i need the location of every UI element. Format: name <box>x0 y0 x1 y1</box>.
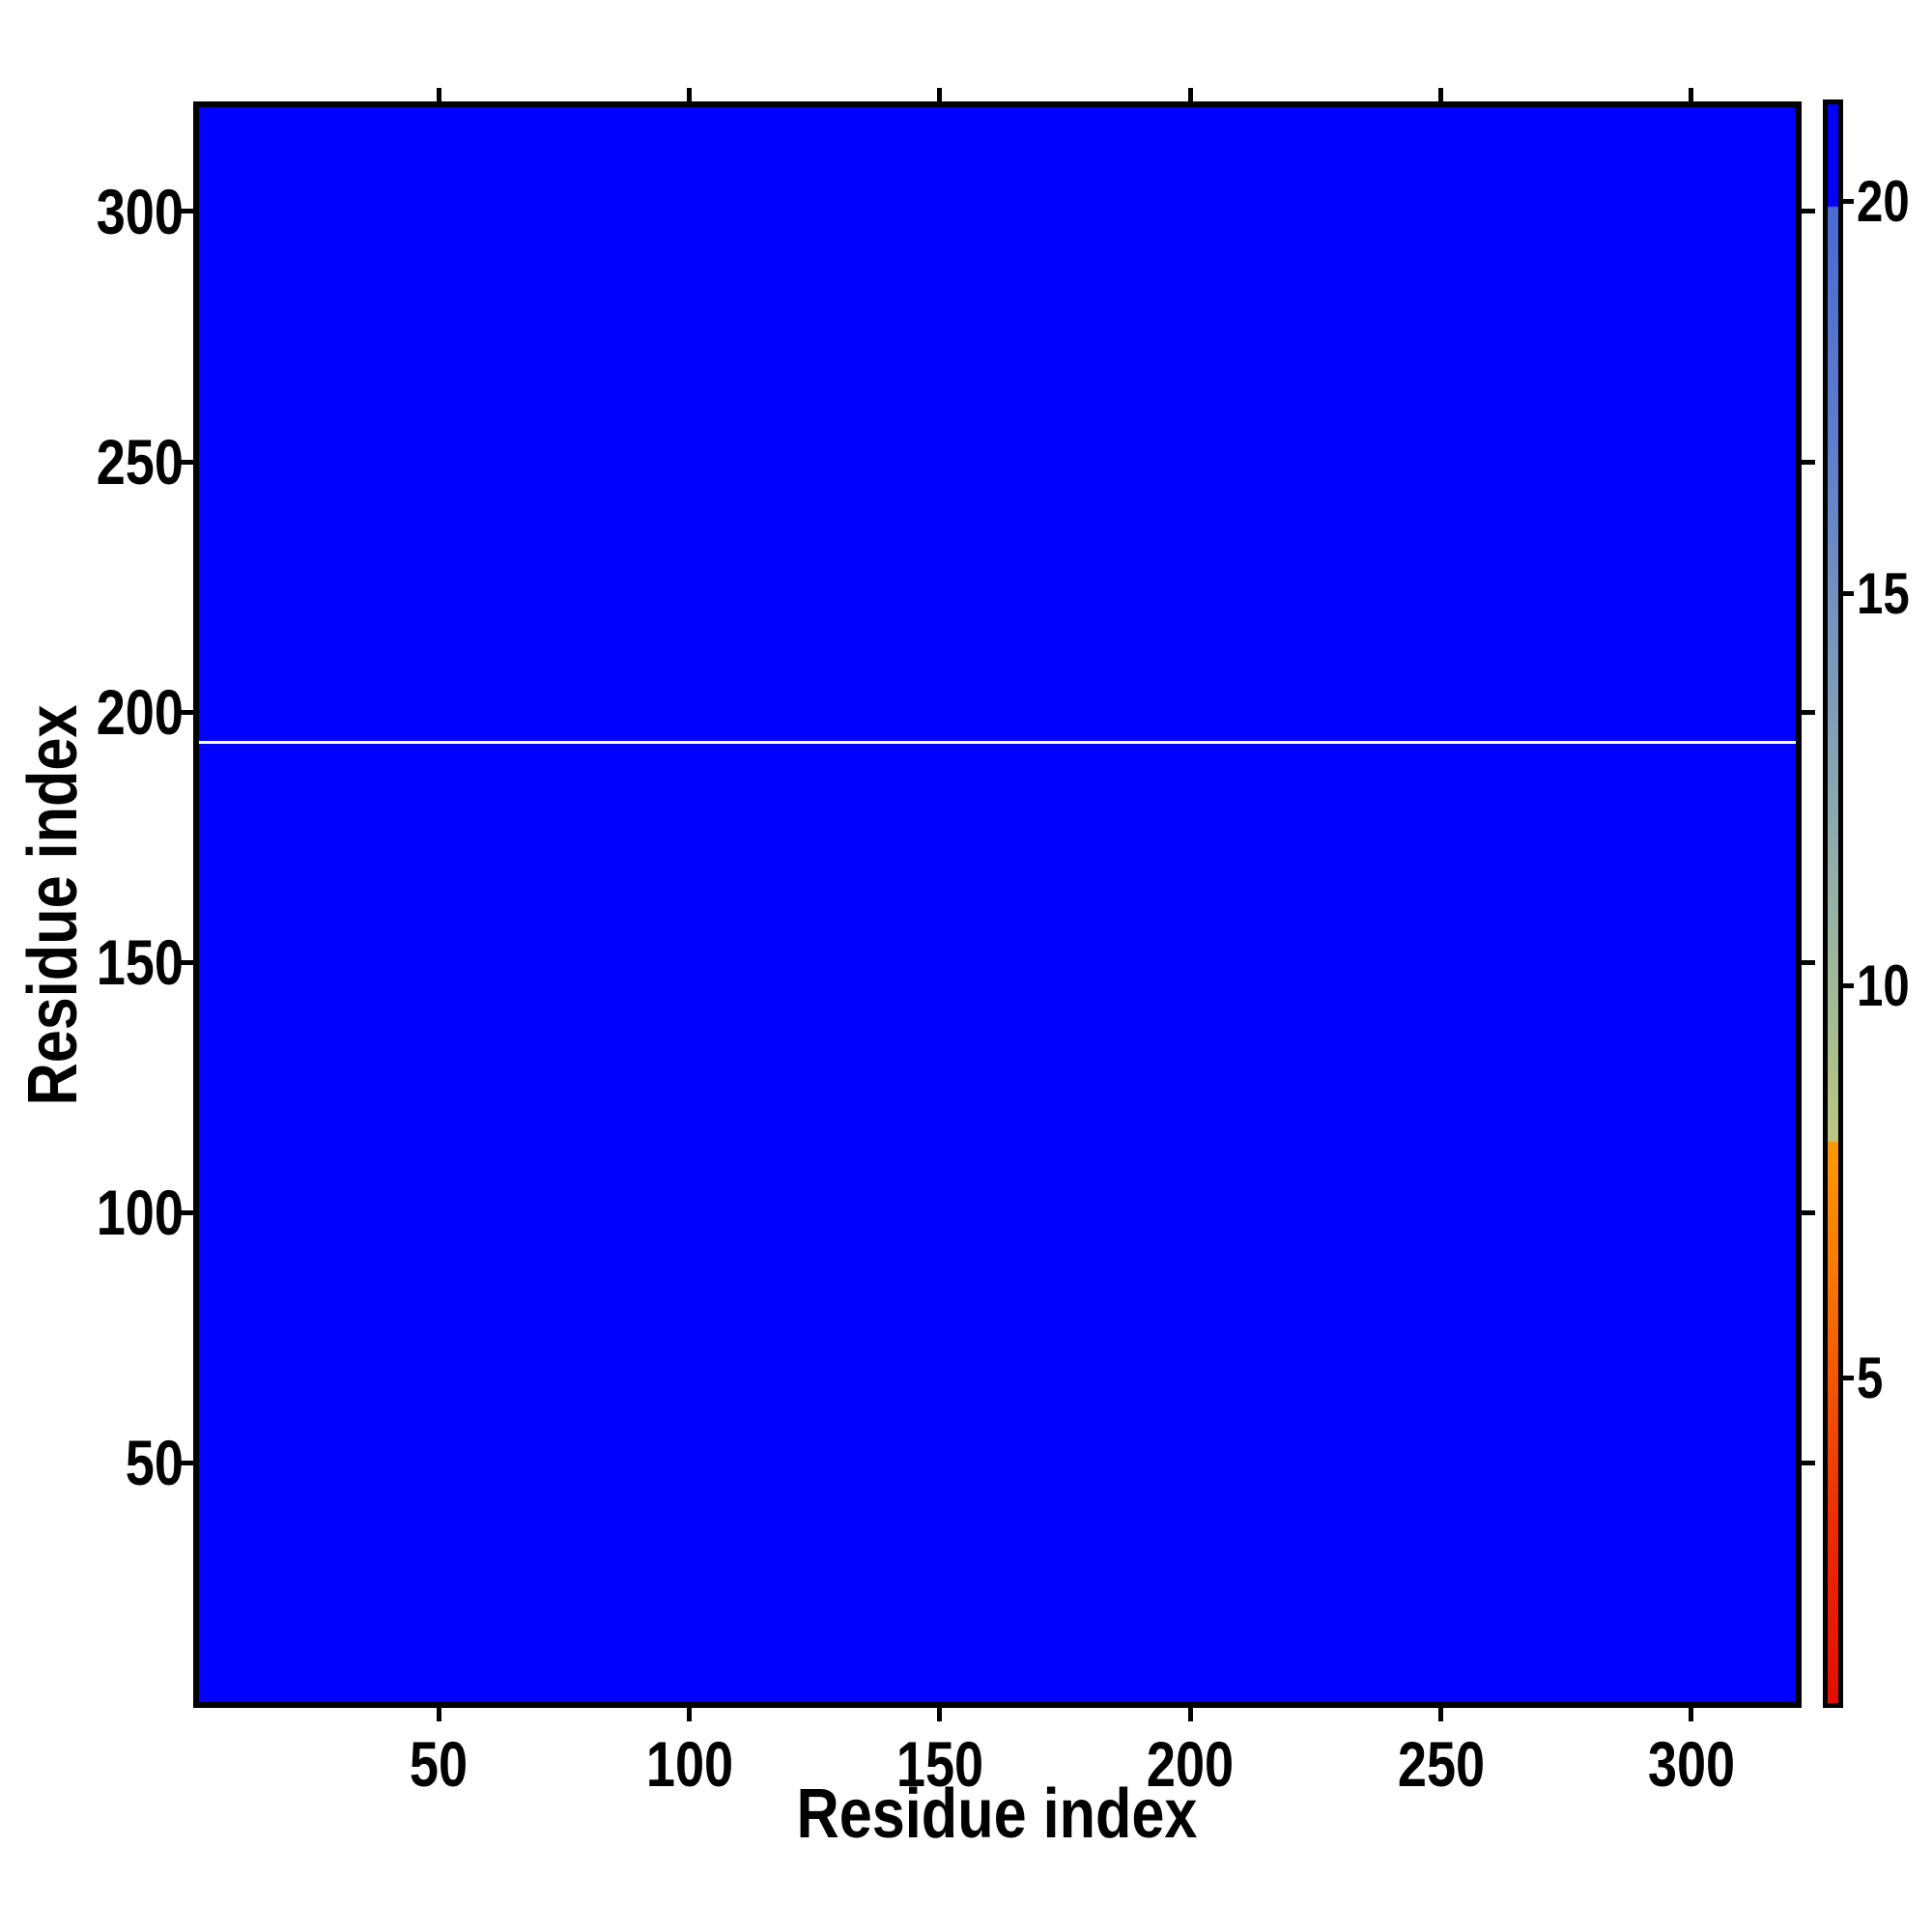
y-tick-left <box>180 709 194 715</box>
y-tick-right <box>1801 459 1815 465</box>
y-tick-label: 300 <box>96 175 184 247</box>
x-tick-bottom <box>687 1707 692 1721</box>
colorbar-tick <box>1842 591 1854 597</box>
y-tick-left <box>180 209 194 214</box>
plot-area-frame <box>193 101 1802 1708</box>
x-axis-label: Residue index <box>796 1776 1198 1853</box>
y-axis-label: Residue index <box>14 704 92 1106</box>
x-tick-top <box>1187 88 1193 102</box>
x-tick-label: 100 <box>645 1728 733 1800</box>
missing-residue-white-line <box>199 741 1796 744</box>
colorbar-tick <box>1842 983 1854 989</box>
x-tick-top <box>1438 88 1444 102</box>
x-tick-bottom <box>436 1707 441 1721</box>
x-tick-bottom <box>937 1707 943 1721</box>
colorbar-tick-label: 20 <box>1857 168 1910 234</box>
colorbar-tick <box>1842 199 1854 205</box>
y-tick-label: 200 <box>96 676 184 749</box>
y-tick-left <box>180 1209 194 1215</box>
x-tick-bottom <box>1689 1707 1694 1721</box>
y-tick-right <box>1801 1209 1815 1215</box>
y-tick-right <box>1801 1460 1815 1465</box>
y-tick-label: 150 <box>96 926 184 999</box>
x-tick-bottom <box>1187 1707 1193 1721</box>
y-tick-right <box>1801 959 1815 965</box>
x-tick-top <box>436 88 441 102</box>
x-tick-top <box>687 88 692 102</box>
y-tick-left <box>180 459 194 465</box>
colorbar-gradient-canvas <box>1828 104 1838 1703</box>
colorbar-tick-label: 5 <box>1857 1345 1884 1410</box>
colorbar-frame <box>1823 99 1843 1708</box>
x-tick-label: 250 <box>1397 1728 1485 1800</box>
y-tick-label: 250 <box>96 426 184 497</box>
colorbar-tick-label: 10 <box>1857 952 1910 1018</box>
y-tick-label: 50 <box>125 1427 184 1499</box>
y-tick-right <box>1801 209 1815 214</box>
y-tick-label: 100 <box>96 1177 184 1249</box>
x-tick-label: 300 <box>1647 1728 1736 1800</box>
y-tick-right <box>1801 709 1815 715</box>
colorbar-tick <box>1842 1376 1854 1381</box>
x-tick-top <box>937 88 943 102</box>
x-tick-label: 50 <box>410 1728 469 1800</box>
colorbar-tick-label: 15 <box>1857 560 1910 626</box>
x-tick-top <box>1689 88 1694 102</box>
x-tick-label: 200 <box>1147 1728 1235 1800</box>
x-tick-label: 150 <box>895 1728 983 1800</box>
x-tick-bottom <box>1438 1707 1444 1721</box>
y-tick-left <box>180 1460 194 1465</box>
y-tick-left <box>180 959 194 965</box>
